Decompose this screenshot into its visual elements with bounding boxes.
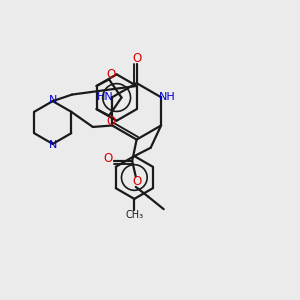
- Text: N: N: [49, 95, 57, 105]
- Text: N: N: [49, 140, 57, 150]
- Text: O: O: [106, 68, 115, 81]
- Text: NH: NH: [159, 92, 176, 102]
- Text: HN: HN: [97, 92, 114, 102]
- Text: CH₃: CH₃: [125, 210, 143, 220]
- Text: O: O: [106, 115, 115, 128]
- Text: O: O: [133, 175, 142, 188]
- Text: O: O: [104, 152, 113, 165]
- Text: O: O: [132, 52, 141, 65]
